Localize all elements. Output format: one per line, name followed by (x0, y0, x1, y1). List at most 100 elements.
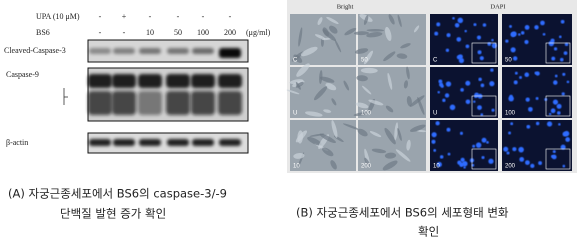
microscopy: Bright DAPI C 50 C 50 U 100 U 100 10 200 10 200 (286, 0, 577, 173)
nucleus (465, 80, 471, 86)
band (138, 91, 162, 115)
cell (343, 80, 350, 91)
cell (363, 50, 374, 65)
nucleus (560, 144, 566, 150)
inset (545, 42, 571, 64)
nucleus (542, 32, 546, 36)
cell (354, 48, 369, 54)
nucleus (486, 141, 489, 144)
nucleus (481, 137, 487, 143)
nucleus (550, 108, 556, 114)
nucleus (505, 39, 509, 43)
cell (382, 160, 398, 171)
protein-label: Caspase-9 (6, 70, 39, 79)
cell (383, 51, 396, 62)
nucleus (530, 163, 535, 168)
cell (342, 123, 360, 131)
nucleus (439, 155, 444, 159)
nucleus (558, 35, 562, 39)
nucleus (480, 113, 484, 116)
cell (384, 152, 397, 159)
band (112, 91, 136, 115)
nucleus (513, 80, 518, 85)
cell (322, 147, 334, 157)
nucleus (433, 148, 437, 152)
nucleus (473, 23, 477, 27)
cell (317, 17, 323, 25)
nucleus (456, 37, 462, 42)
cell (319, 133, 336, 144)
cell (387, 72, 393, 90)
cell (319, 76, 335, 83)
nucleus (449, 104, 456, 111)
cell (396, 53, 408, 59)
nucleus (464, 29, 467, 33)
nucleus (456, 55, 461, 60)
nucleus (546, 121, 553, 127)
panel-label: 10 (293, 164, 300, 170)
nucleus (431, 132, 437, 138)
cell (314, 34, 326, 40)
nucleus (460, 88, 464, 92)
nucleus (436, 161, 442, 168)
nucleus (491, 108, 495, 112)
cell (353, 112, 369, 116)
cell (326, 16, 339, 25)
nucleus (565, 137, 571, 142)
panel-label: 10 (433, 164, 440, 170)
nucleus (457, 17, 464, 24)
cell (331, 98, 337, 106)
nucleus (526, 124, 531, 129)
nucleus (459, 131, 464, 135)
cell (385, 105, 394, 113)
cell (355, 102, 369, 109)
cell (331, 120, 338, 138)
nucleus (472, 144, 476, 148)
cell (368, 99, 384, 106)
nucleus (556, 103, 562, 109)
panel-label: 50 (361, 58, 368, 64)
cell (330, 160, 337, 170)
cell (400, 43, 411, 49)
panel-label: U (293, 111, 297, 117)
nucleus (552, 99, 559, 105)
nucleus (512, 147, 517, 152)
nucleus (436, 22, 441, 27)
band (167, 48, 189, 54)
nucleus (479, 56, 484, 61)
cell (313, 86, 328, 101)
cell (305, 111, 323, 117)
nucleus (524, 39, 529, 45)
band (191, 91, 215, 115)
protein-label: Cleaved-Caspase-3 (4, 46, 66, 55)
nucleus (508, 131, 512, 135)
cell (286, 89, 300, 95)
nucleus (548, 112, 552, 116)
nucleus (563, 51, 568, 55)
nucleus (508, 95, 514, 102)
cell (293, 153, 305, 159)
band (89, 139, 111, 146)
band (218, 91, 242, 115)
cell (362, 85, 372, 95)
condition-value: 10 (146, 28, 154, 37)
condition-value: - (202, 12, 205, 21)
nucleus (480, 83, 485, 88)
band (89, 48, 111, 54)
nucleus (534, 25, 539, 30)
cell (406, 139, 411, 151)
cell (360, 67, 378, 74)
cell (323, 109, 332, 113)
nucleus (488, 158, 494, 164)
nucleus (511, 31, 517, 37)
nucleus (558, 123, 561, 126)
nucleus (562, 72, 566, 76)
nucleus (556, 111, 561, 115)
nucleus (519, 157, 525, 162)
inset (471, 148, 497, 170)
nucleus (535, 97, 539, 100)
nucleus (552, 150, 556, 154)
caption: (B) 자궁근종세포에서 BS6의 세포형태 변화 (296, 206, 509, 220)
nucleus (435, 121, 440, 126)
